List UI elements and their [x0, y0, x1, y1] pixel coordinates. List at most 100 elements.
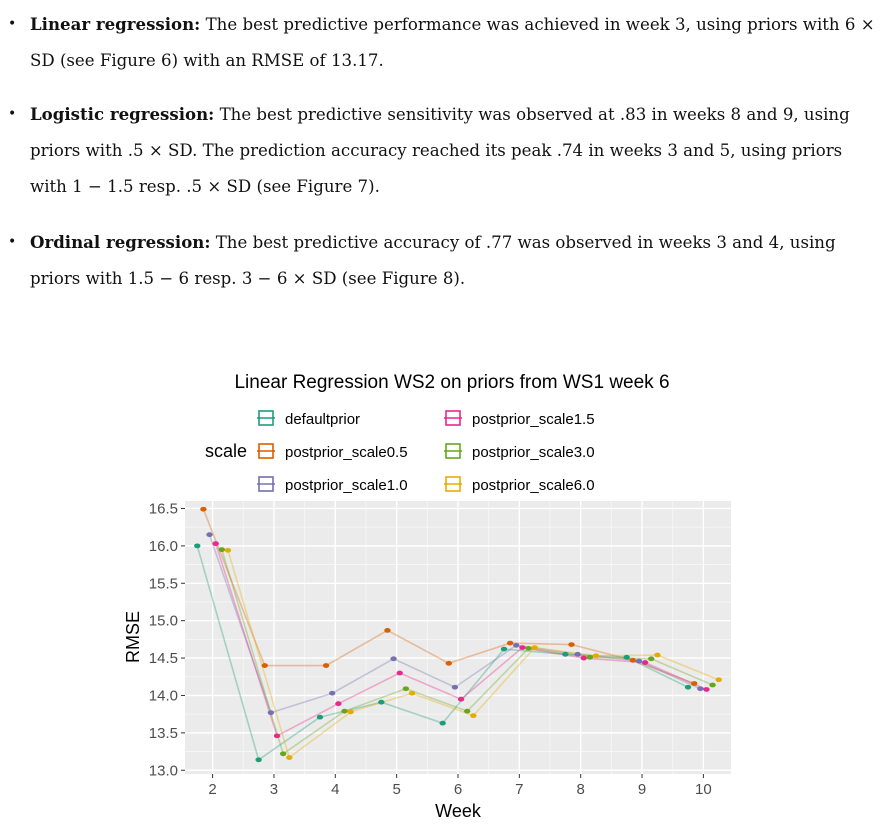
- y-tick-label: 16.0: [149, 538, 178, 555]
- data-point-defaultprior: [255, 757, 262, 763]
- legend-key-postprior_scale6.0: [444, 476, 462, 492]
- data-point-postprior_scale6.0: [408, 690, 416, 696]
- data-point-postprior_scale1.5: [641, 660, 649, 665]
- data-point-postprior_scale0.5: [261, 663, 268, 668]
- data-point-postprior_scale3.0: [709, 682, 716, 688]
- bullet-dot-icon: •: [8, 234, 17, 250]
- data-point-postprior_scale1.5: [519, 645, 526, 650]
- y-axis-label: RMSE: [123, 611, 143, 663]
- y-tick-label: 13.5: [149, 725, 178, 742]
- bullet-heading: Linear regression:: [30, 14, 201, 34]
- data-point-postprior_scale3.0: [464, 708, 471, 714]
- chart-title: Linear Regression WS2 on priors from WS1…: [234, 372, 669, 393]
- x-tick-label: 4: [331, 781, 339, 798]
- data-point-postprior_scale1.0: [697, 686, 704, 692]
- chart-legend: defaultprior postprior_scale0.5 postprior_…: [257, 410, 595, 494]
- result-ordinal-regression: • Ordinal regression: The best predictiv…: [8, 224, 876, 297]
- data-point-postprior_scale0.5: [445, 660, 452, 666]
- data-point-postprior_scale3.0: [648, 656, 655, 662]
- data-point-postprior_scale1.0: [451, 684, 459, 690]
- data-point-defaultprior: [194, 543, 201, 549]
- legend-label: postprior_scale3.0: [472, 444, 595, 461]
- bullet-text: The best predictive accuracy of .77 was …: [30, 233, 836, 288]
- data-point-postprior_scale6.0: [592, 653, 600, 659]
- data-point-postprior_scale1.0: [206, 532, 213, 538]
- data-point-postprior_scale0.5: [384, 627, 391, 633]
- data-point-postprior_scale1.0: [635, 658, 643, 664]
- legend-label: postprior_scale6.0: [472, 477, 595, 494]
- result-logistic-regression: • Logistic regression: The best predicti…: [8, 96, 876, 205]
- data-point-postprior_scale0.5: [690, 681, 698, 686]
- data-point-defaultprior: [562, 651, 569, 657]
- data-point-defaultprior: [378, 699, 385, 705]
- legend-key-postprior_scale1.0: [257, 476, 275, 492]
- data-point-postprior_scale1.0: [513, 642, 520, 648]
- data-point-postprior_scale0.5: [200, 506, 207, 512]
- data-point-defaultprior: [439, 720, 446, 726]
- bullet-text: The best predictive performance was achi…: [30, 15, 875, 70]
- x-tick-label: 2: [208, 781, 216, 798]
- data-point-postprior_scale1.0: [390, 656, 397, 662]
- legend-key-defaultprior: [257, 410, 275, 426]
- data-point-postprior_scale6.0: [347, 709, 354, 715]
- legend-label: postprior_scale1.5: [472, 411, 595, 428]
- axes: 13.0 13.5 14.0 14.5 15.0 15.5 16.0 16.5 2 3 4 5 6 7 8 9…: [149, 500, 712, 798]
- y-tick-label: 16.5: [149, 500, 178, 517]
- data-point-defaultprior: [623, 654, 630, 660]
- data-point-postprior_scale1.5: [212, 541, 219, 547]
- bullet-dot-icon: •: [8, 16, 17, 32]
- series-points: [194, 506, 722, 763]
- figure-rmse-chart: Linear Regression WS2 on priors from WS1…: [0, 365, 883, 829]
- legend-key-postprior_scale0.5: [257, 443, 275, 459]
- bullet-text: The best predictive sensitivity was obse…: [30, 105, 850, 196]
- legend-title: scale: [205, 441, 247, 461]
- bullet-heading: Logistic regression:: [30, 104, 215, 124]
- y-tick-label: 15.0: [149, 613, 178, 630]
- data-point-postprior_scale1.5: [396, 670, 403, 676]
- data-point-postprior_scale6.0: [654, 652, 661, 658]
- data-point-postprior_scale1.5: [580, 655, 587, 661]
- data-point-postprior_scale6.0: [531, 645, 538, 650]
- bullet-heading: Ordinal regression:: [30, 232, 211, 252]
- data-point-postprior_scale3.0: [218, 547, 226, 553]
- data-point-postprior_scale6.0: [715, 677, 722, 683]
- data-point-defaultprior: [316, 714, 324, 720]
- x-tick-label: 7: [515, 781, 523, 798]
- y-tick-label: 14.0: [149, 687, 178, 704]
- data-point-postprior_scale1.0: [267, 710, 275, 716]
- data-point-postprior_scale0.5: [568, 642, 575, 648]
- x-tick-label: 6: [454, 781, 462, 798]
- data-point-postprior_scale1.5: [335, 701, 342, 707]
- x-tick-label: 8: [577, 781, 585, 798]
- legend-label: postprior_scale1.0: [285, 477, 408, 494]
- bullet-dot-icon: •: [8, 106, 17, 122]
- chart-canvas: Linear Regression WS2 on priors from WS1…: [123, 372, 731, 821]
- data-point-postprior_scale1.5: [457, 696, 465, 702]
- result-linear-regression: • Linear regression: The best predictive…: [8, 6, 876, 79]
- data-point-postprior_scale0.5: [506, 640, 514, 646]
- data-point-postprior_scale6.0: [286, 755, 293, 760]
- data-point-postprior_scale1.5: [273, 733, 281, 739]
- legend-key-postprior_scale1.5: [444, 410, 462, 426]
- data-point-postprior_scale1.5: [703, 687, 710, 692]
- x-tick-label: 9: [638, 781, 646, 798]
- y-tick-label: 15.5: [149, 575, 178, 592]
- legend-key-postprior_scale3.0: [444, 443, 462, 459]
- legend-label: defaultprior: [285, 411, 360, 428]
- legend-label: postprior_scale0.5: [285, 444, 408, 461]
- x-axis-label: Week: [435, 801, 482, 821]
- data-point-defaultprior: [500, 646, 508, 652]
- data-point-postprior_scale3.0: [525, 645, 532, 651]
- data-point-postprior_scale6.0: [224, 547, 232, 553]
- x-tick-label: 5: [392, 781, 400, 798]
- y-tick-label: 14.5: [149, 650, 178, 667]
- data-point-postprior_scale3.0: [279, 751, 287, 757]
- data-point-postprior_scale1.0: [329, 690, 336, 696]
- data-point-postprior_scale1.0: [574, 651, 581, 657]
- grid-lines: [185, 501, 731, 774]
- data-point-postprior_scale3.0: [402, 686, 410, 692]
- x-tick-label: 10: [695, 781, 712, 798]
- data-point-postprior_scale3.0: [586, 654, 594, 660]
- data-point-postprior_scale0.5: [322, 663, 330, 668]
- data-point-defaultprior: [684, 684, 692, 690]
